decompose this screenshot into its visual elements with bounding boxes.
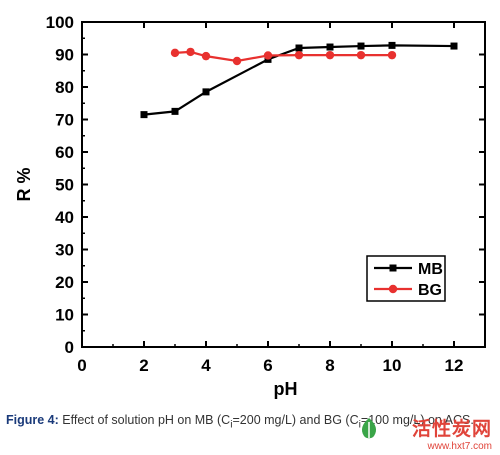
caption-text-2: =200 mg/L) and BG (C [232, 413, 359, 427]
data-point-mb [450, 42, 458, 50]
y-tick-label: 90 [55, 46, 74, 65]
y-tick-label: 60 [55, 143, 74, 162]
caption-text: Effect of solution pH on MB (C [62, 413, 231, 427]
data-point-mb [295, 44, 303, 52]
data-point-bg [294, 50, 304, 60]
legend-label-mb: MB [418, 261, 443, 278]
y-tick-label: 80 [55, 78, 74, 97]
legend-marker-mb [389, 264, 397, 272]
x-axis-title: pH [274, 379, 298, 399]
data-point-mb [202, 88, 210, 96]
data-point-bg [201, 51, 211, 61]
caption-label: Figure 4: [6, 413, 59, 427]
y-tick-label: 50 [55, 176, 74, 195]
x-tick-label: 2 [139, 356, 148, 375]
y-tick-label: 10 [55, 306, 74, 325]
x-tick-label: 8 [325, 356, 334, 375]
data-point-bg [263, 51, 273, 60]
chart: 0 10 20 30 40 50 60 70 80 90 100 0 2 4 6 8 10 12 pH R % MB BG [14, 13, 486, 399]
caption-text-3: =100 mg/L) on ACS. [360, 413, 474, 427]
y-axis-title: R % [14, 167, 34, 201]
data-point-mb [357, 42, 365, 50]
x-tick-label: 6 [263, 356, 272, 375]
y-tick-label: 70 [55, 111, 74, 130]
legend-label-bg: BG [418, 282, 442, 299]
caption-sub1: i [230, 419, 233, 431]
data-point-bg [232, 56, 242, 66]
data-point-bg [325, 50, 335, 60]
y-tick-label: 40 [55, 208, 74, 227]
data-point-mb [388, 41, 396, 49]
data-point-mb [171, 107, 179, 115]
y-tick-label: 0 [65, 338, 74, 357]
legend-box [366, 255, 446, 302]
x-tick-label: 12 [445, 356, 464, 375]
legend: MB BG [366, 255, 446, 302]
watermark: 活性炭网 www.hxt7.com [412, 414, 492, 452]
data-point-mb [140, 111, 148, 119]
figure-caption: Figure 4: Effect of solution pH on MB (C… [6, 412, 494, 434]
data-point-bg [387, 50, 397, 60]
watermark-url: www.hxt7.com [427, 441, 492, 452]
x-tick-label: 4 [201, 356, 211, 375]
data-point-bg [170, 48, 180, 58]
legend-marker-bg [388, 284, 398, 294]
x-tick-label: 0 [77, 356, 86, 375]
x-tick-label: 10 [383, 356, 402, 375]
data-point-bg [356, 50, 366, 60]
y-tick-label: 100 [46, 13, 74, 32]
watermark-logo-icon [361, 418, 377, 439]
data-point-bg [186, 47, 195, 57]
y-tick-label: 20 [55, 273, 74, 292]
data-point-mb [326, 43, 334, 51]
caption-sub2: i [358, 419, 361, 431]
y-tick-label: 30 [55, 241, 74, 260]
watermark-title: 活性炭网 [411, 419, 492, 440]
